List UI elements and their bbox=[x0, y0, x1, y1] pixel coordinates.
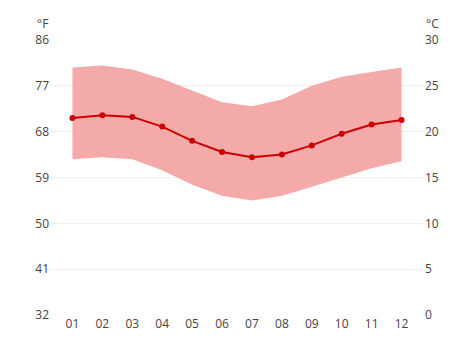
svg-text:77: 77 bbox=[35, 77, 49, 94]
svg-text:59: 59 bbox=[35, 169, 49, 186]
svg-text:32: 32 bbox=[35, 306, 49, 323]
svg-text:20: 20 bbox=[425, 123, 439, 140]
svg-text:°F: °F bbox=[37, 15, 48, 32]
svg-text:02: 02 bbox=[96, 315, 110, 332]
svg-text:30: 30 bbox=[425, 31, 439, 48]
svg-text:06: 06 bbox=[215, 315, 229, 332]
svg-text:15: 15 bbox=[425, 169, 439, 186]
svg-text:86: 86 bbox=[35, 31, 49, 48]
svg-text:05: 05 bbox=[185, 315, 199, 332]
svg-text:5: 5 bbox=[425, 260, 432, 277]
svg-text:07: 07 bbox=[245, 315, 259, 332]
svg-text:09: 09 bbox=[305, 315, 319, 332]
svg-text:10: 10 bbox=[335, 315, 349, 332]
svg-text:03: 03 bbox=[125, 315, 139, 332]
svg-text:08: 08 bbox=[275, 315, 289, 332]
svg-text:0: 0 bbox=[425, 306, 432, 323]
svg-text:04: 04 bbox=[155, 315, 169, 332]
svg-text:01: 01 bbox=[66, 315, 80, 332]
svg-text:°C: °C bbox=[426, 15, 439, 32]
svg-text:11: 11 bbox=[365, 315, 379, 332]
svg-text:10: 10 bbox=[425, 215, 439, 232]
svg-text:41: 41 bbox=[35, 260, 49, 277]
svg-text:50: 50 bbox=[35, 215, 49, 232]
svg-text:68: 68 bbox=[35, 123, 49, 140]
svg-text:25: 25 bbox=[425, 77, 439, 94]
svg-text:12: 12 bbox=[395, 315, 409, 332]
